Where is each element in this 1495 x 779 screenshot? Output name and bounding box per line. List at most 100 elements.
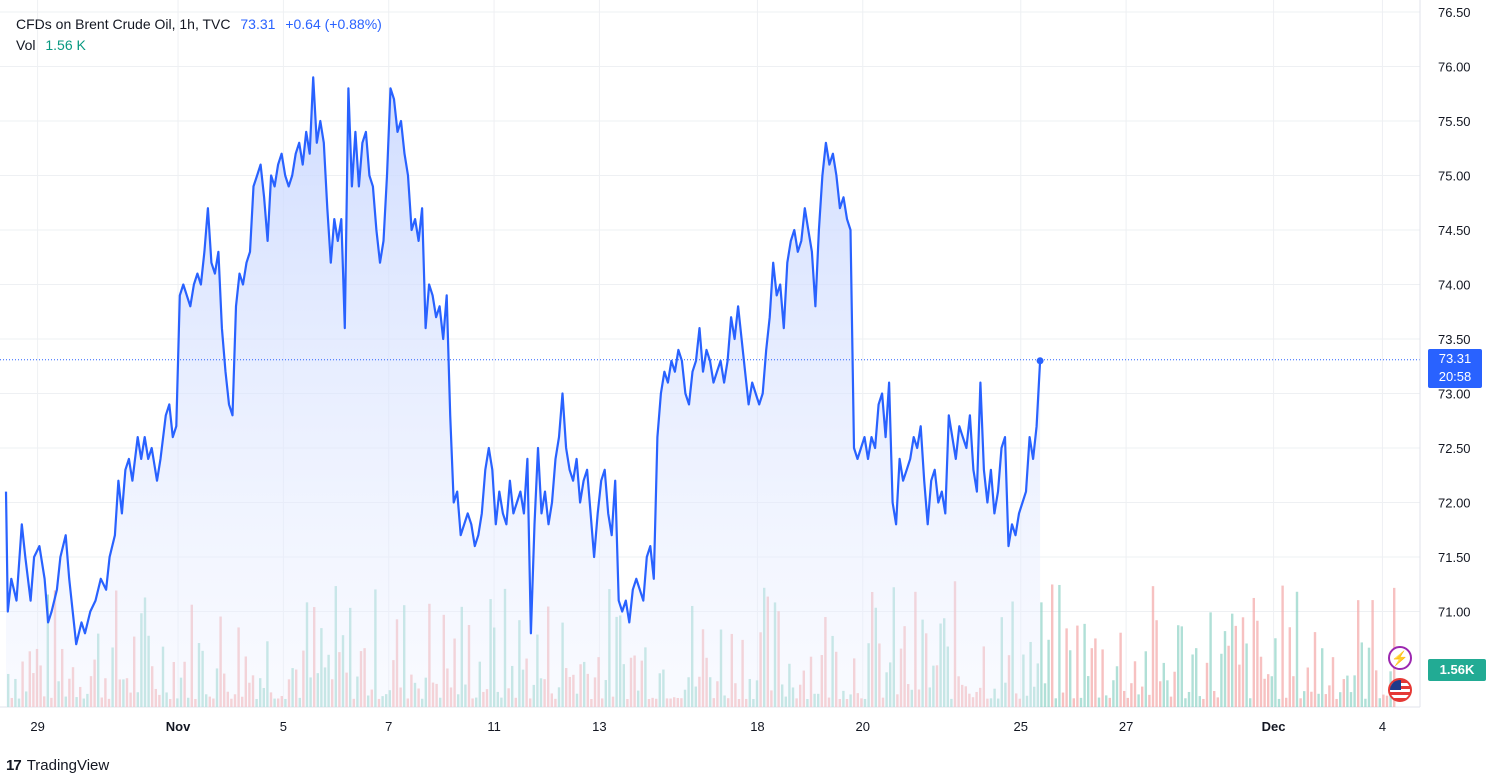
volume-bar bbox=[1274, 638, 1277, 707]
volume-bar bbox=[1292, 676, 1295, 707]
volume-bar bbox=[1069, 650, 1072, 707]
volume-bar bbox=[1090, 648, 1093, 707]
volume-bar bbox=[1094, 638, 1097, 707]
volume-bar bbox=[1281, 585, 1284, 707]
volume-bar bbox=[1141, 686, 1144, 707]
volume-bar bbox=[1277, 698, 1281, 707]
volume-bar bbox=[1148, 694, 1151, 707]
volume-bar bbox=[1353, 675, 1356, 707]
symbol-label[interactable]: CFDs on Brent Crude Oil, 1h, TVC bbox=[16, 16, 231, 32]
volume-bar bbox=[1238, 664, 1241, 707]
volume-bar bbox=[1047, 639, 1050, 707]
volume-bar bbox=[1105, 695, 1108, 707]
volume-bar bbox=[1321, 648, 1324, 707]
volume-bar bbox=[1180, 626, 1183, 707]
volume-bar bbox=[1083, 623, 1086, 707]
volume-bar bbox=[1285, 697, 1288, 707]
volume-bar bbox=[1270, 676, 1273, 707]
volume-bar bbox=[1339, 692, 1342, 707]
volume-bar bbox=[1133, 661, 1137, 707]
volume-bar bbox=[1169, 696, 1173, 707]
volume-bar bbox=[1263, 678, 1266, 707]
y-tick-label: 76.50 bbox=[1438, 5, 1471, 20]
volume-bar bbox=[1187, 691, 1191, 707]
volume-bar bbox=[1173, 671, 1176, 707]
volume-bar bbox=[1231, 613, 1234, 707]
volume-bar bbox=[1252, 597, 1255, 707]
volume-bar bbox=[1043, 683, 1047, 707]
volume-bar bbox=[1054, 698, 1057, 707]
volume-bar bbox=[1382, 694, 1385, 707]
volume-bar bbox=[1220, 653, 1223, 707]
volume-bar bbox=[1295, 591, 1299, 707]
volume-bar bbox=[1360, 642, 1363, 707]
bar-countdown: 20:58 bbox=[1438, 369, 1472, 384]
volume-bar bbox=[1130, 683, 1133, 707]
x-tick-label: 20 bbox=[856, 719, 870, 734]
volume-bar bbox=[1249, 698, 1252, 707]
x-tick-label: Dec bbox=[1262, 719, 1286, 734]
volume-bar bbox=[1349, 692, 1353, 707]
volume-bar bbox=[1342, 679, 1345, 707]
y-axis: 76.50 76.00 75.50 75.00 74.50 74.00 73.50 73.00… bbox=[1419, 0, 1471, 707]
volume-bar bbox=[1112, 680, 1115, 707]
volume-bar bbox=[1371, 600, 1374, 707]
volume-bar bbox=[1058, 584, 1061, 707]
current-price-label: 73.31 20:58 bbox=[1428, 349, 1482, 388]
price-change: +0.64 (+0.88%) bbox=[285, 16, 382, 32]
y-tick-label: 74.50 bbox=[1438, 223, 1471, 238]
volume-bar bbox=[1227, 645, 1230, 707]
current-price: 73.31 bbox=[1438, 351, 1472, 366]
y-tick-label: 74.00 bbox=[1438, 278, 1471, 293]
volume-bar bbox=[1328, 685, 1331, 707]
volume-bar bbox=[1195, 648, 1198, 707]
volume-bar bbox=[1061, 692, 1065, 707]
volume-bar bbox=[1375, 670, 1378, 707]
y-tick-label: 76.00 bbox=[1438, 60, 1471, 75]
volume-bar bbox=[1126, 697, 1129, 707]
volume-bar bbox=[1310, 691, 1313, 707]
price-area bbox=[0, 76, 1420, 707]
volume-bar bbox=[1288, 627, 1291, 707]
volume-bar bbox=[1331, 657, 1335, 707]
volume-legend: Vol 1.56 K bbox=[16, 35, 86, 56]
price-area-fill bbox=[6, 77, 1041, 707]
volume-bar bbox=[1076, 625, 1079, 707]
volume-bar bbox=[1317, 693, 1320, 707]
volume-bar bbox=[1213, 691, 1216, 707]
x-tick-label: 13 bbox=[592, 719, 606, 734]
volume-label[interactable]: Vol bbox=[16, 37, 36, 53]
x-tick-label: 27 bbox=[1119, 719, 1133, 734]
volume-bar bbox=[1335, 698, 1338, 707]
x-axis: 29 Nov 5 7 11 13 18 20 25 27 Dec 4 bbox=[30, 719, 1386, 734]
x-tick-label: Nov bbox=[166, 719, 191, 734]
volume-bar bbox=[1184, 698, 1187, 707]
volume-bar bbox=[1072, 698, 1075, 707]
volume-bar bbox=[1119, 632, 1122, 707]
volume-bar bbox=[1101, 649, 1104, 707]
x-tick-label: 11 bbox=[487, 719, 501, 734]
flash-icon[interactable]: ⚡ bbox=[1388, 646, 1412, 670]
volume-bar bbox=[1259, 656, 1263, 707]
y-tick-label: 73.00 bbox=[1438, 387, 1471, 402]
volume-bar bbox=[1108, 697, 1111, 707]
tradingview-logo-icon: 17 bbox=[6, 757, 22, 774]
volume-bar bbox=[1115, 666, 1119, 707]
y-tick-label: 72.00 bbox=[1438, 496, 1471, 511]
volume-bar bbox=[1256, 620, 1259, 707]
volume-value: 1.56 K bbox=[45, 37, 86, 53]
x-tick-label: 4 bbox=[1379, 719, 1386, 734]
y-tick-label: 73.50 bbox=[1438, 332, 1471, 347]
volume-bar bbox=[1223, 631, 1227, 707]
volume-bar bbox=[1299, 698, 1302, 707]
x-tick-label: 5 bbox=[280, 719, 287, 734]
volume-bar bbox=[1346, 675, 1349, 707]
volume-bar bbox=[1216, 697, 1219, 707]
tradingview-brand[interactable]: 17 TradingView bbox=[6, 757, 109, 774]
volume-bar bbox=[1324, 694, 1327, 707]
volume-bar bbox=[1065, 628, 1068, 707]
x-tick-label: 7 bbox=[385, 719, 392, 734]
us-flag-icon[interactable] bbox=[1388, 678, 1412, 702]
volume-bar bbox=[1241, 617, 1245, 707]
